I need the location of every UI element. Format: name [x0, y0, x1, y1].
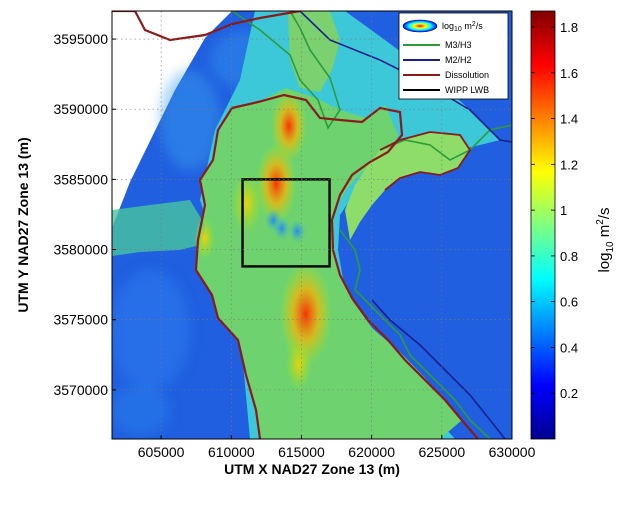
y-tick-label: 3595000 — [53, 31, 108, 47]
high-transmissivity-zone — [279, 262, 332, 367]
field-blue-variation — [112, 385, 170, 435]
high-transmissivity-zone — [256, 143, 297, 224]
x-tick-label: 615000 — [278, 444, 325, 460]
colorbar-tick-label: 1.6 — [560, 66, 578, 81]
x-tick-label: 605000 — [138, 444, 185, 460]
legend-box — [398, 12, 509, 100]
legend-label-m3h3: M3/H3 — [445, 40, 472, 50]
high-transmissivity-zone — [231, 172, 262, 234]
colorbar: 0.2 0.4 0.6 0.8 1 1.2 1.4 1.6 1.8 log10 m2/s — [530, 10, 616, 440]
colorbar-tick-label: 1.2 — [560, 157, 578, 172]
dissolution-line — [379, 131, 472, 191]
low-transmissivity-zone — [288, 219, 307, 244]
field-blue-variation — [112, 270, 190, 390]
y-tick-label: 3585000 — [53, 171, 108, 187]
m3h3-line — [231, 11, 341, 130]
legend-label-wipp-lwb: WIPP LWB — [445, 85, 489, 95]
colorbar-tick-label: 0.6 — [560, 295, 578, 310]
colormap-ellipse-icon — [402, 19, 438, 33]
dissolution-line — [112, 11, 301, 42]
colorbar-title: log10 m2/s — [595, 207, 616, 272]
wipp-lwb-boundary — [241, 178, 331, 268]
dissolution-line — [194, 107, 262, 439]
y-axis-title: UTM Y NAD27 Zone 13 (m) — [15, 137, 31, 312]
legend-label-log10: log10 m2/s — [442, 21, 483, 33]
y-tick-label: 3590000 — [53, 101, 108, 117]
x-tick-label: 625000 — [418, 444, 465, 460]
legend-label-m2h2: M2/H2 — [445, 55, 472, 65]
y-tick-label: 3570000 — [53, 382, 108, 398]
colorbar-tick-label: 1.4 — [560, 112, 578, 127]
field-blue-variation — [160, 70, 220, 170]
m2h2-line — [371, 299, 506, 439]
legend: log10 m2/s M3/H3 M2/H2 Dissolution WIPP … — [398, 12, 509, 100]
boundary-lines — [112, 11, 512, 439]
colorbar-tick-label: 0.2 — [560, 386, 578, 401]
field-west-lobe — [112, 200, 205, 256]
x-axis: 605000 610000 615000 620000 625000 630000 — [138, 435, 536, 460]
low-transmissivity-zone — [272, 216, 291, 241]
high-transmissivity-zone — [285, 339, 312, 391]
x-tick-label: 610000 — [208, 444, 255, 460]
dissolution-line — [231, 93, 479, 439]
colorbar-tick-label: 1.8 — [560, 20, 578, 35]
y-tick-label: 3575000 — [53, 312, 108, 328]
high-transmissivity-zone — [271, 90, 307, 162]
y-tick-label: 3580000 — [53, 242, 108, 258]
colorbar-tick-label: 0.4 — [560, 340, 578, 355]
x-tick-label: 620000 — [348, 444, 395, 460]
x-axis-title: UTM X NAD27 Zone 13 (m) — [224, 461, 400, 477]
colorbar-gradient — [530, 10, 556, 440]
y-axis: 3570000 3575000 3580000 3585000 3590000 35950… — [53, 31, 116, 398]
colorbar-tick-label: 1 — [560, 203, 567, 218]
m3h3-line — [339, 229, 491, 439]
colorbar-tick-label: 0.8 — [560, 249, 578, 264]
legend-label-dissolution: Dissolution — [445, 70, 489, 80]
plot-frame — [111, 10, 513, 440]
x-tick-label: 630000 — [489, 444, 536, 460]
